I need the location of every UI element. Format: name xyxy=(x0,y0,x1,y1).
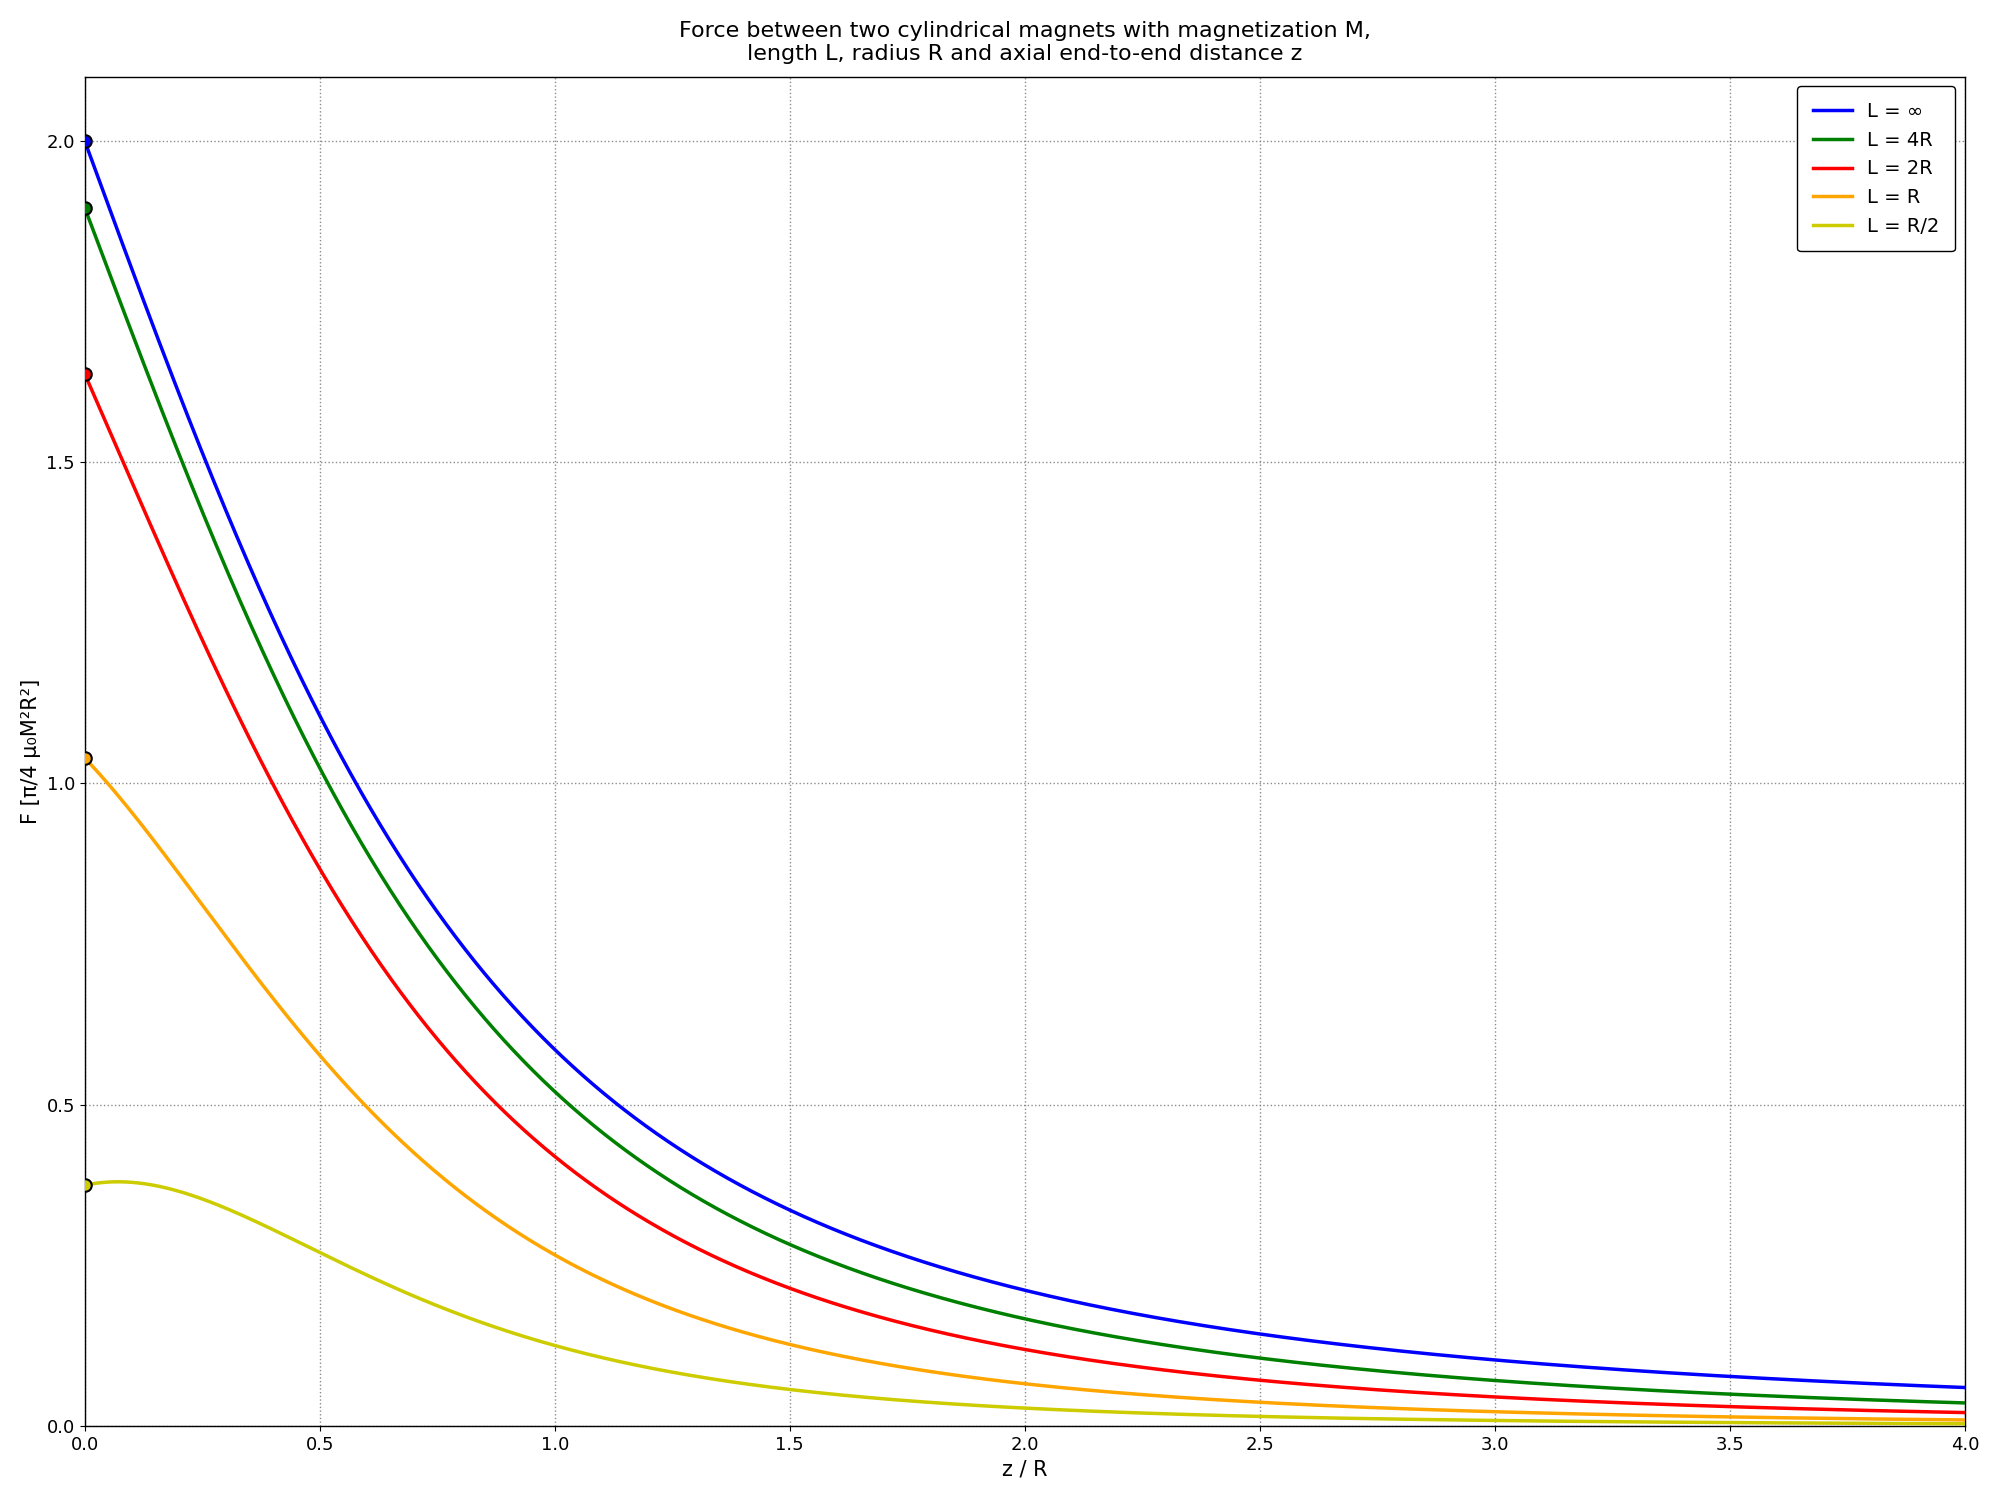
L = R/2 xyxy=(1296,1408,1320,1426)
L = 4R xyxy=(72,200,96,217)
Title: Force between two cylindrical magnets with magnetization M,
length L, radius R a: Force between two cylindrical magnets wi… xyxy=(678,21,1370,64)
L = R/2 xyxy=(1200,1406,1224,1423)
L = R/2 xyxy=(1618,1413,1642,1431)
L = 4R xyxy=(1952,1394,1976,1411)
L = R xyxy=(1200,1390,1224,1408)
L = R xyxy=(1618,1406,1642,1423)
L = 2R xyxy=(72,364,96,382)
L = ∞ xyxy=(1476,1350,1500,1368)
L = 2R xyxy=(1296,1376,1320,1394)
L = R xyxy=(1296,1395,1320,1413)
L = ∞ xyxy=(72,132,96,150)
L = ∞ xyxy=(1296,1332,1320,1350)
L = R/2 xyxy=(72,1176,96,1194)
L = 4R xyxy=(414,934,438,952)
L = 4R xyxy=(1618,1380,1642,1398)
Line: L = 4R: L = 4R xyxy=(84,209,1964,1402)
L = 4R xyxy=(1296,1354,1320,1372)
L = ∞ xyxy=(792,1208,816,1225)
L = 2R xyxy=(1952,1404,1976,1422)
L = ∞ xyxy=(1618,1362,1642,1380)
L = 2R xyxy=(792,1284,816,1302)
L = 4R xyxy=(1476,1371,1500,1389)
Line: L = R: L = R xyxy=(84,758,1964,1420)
Line: L = R/2: L = R/2 xyxy=(84,1182,1964,1424)
X-axis label: z / R: z / R xyxy=(1002,1460,1048,1479)
L = 4R xyxy=(1200,1342,1224,1360)
L = R/2 xyxy=(1476,1412,1500,1430)
L = ∞ xyxy=(1952,1378,1976,1396)
L = R xyxy=(414,1155,438,1173)
Line: L = ∞: L = ∞ xyxy=(84,141,1964,1388)
L = R xyxy=(1476,1402,1500,1420)
L = R/2 xyxy=(106,1173,130,1191)
Y-axis label: F [π/4 μ₀M²R²]: F [π/4 μ₀M²R²] xyxy=(20,678,40,824)
L = R xyxy=(792,1338,816,1356)
L = 4R xyxy=(792,1240,816,1258)
L = 2R xyxy=(414,1017,438,1035)
L = R xyxy=(72,748,96,766)
L = ∞ xyxy=(414,886,438,904)
L = R/2 xyxy=(792,1382,816,1400)
Line: L = 2R: L = 2R xyxy=(84,374,1964,1413)
L = 2R xyxy=(1476,1388,1500,1406)
L = 2R xyxy=(1618,1394,1642,1411)
L = R/2 xyxy=(1952,1414,1976,1432)
Legend: L = ∞, L = 4R, L = 2R, L = R, L = R/2: L = ∞, L = 4R, L = 2R, L = R, L = R/2 xyxy=(1798,87,1956,252)
L = 2R xyxy=(1200,1366,1224,1384)
L = ∞ xyxy=(1200,1318,1224,1336)
L = R xyxy=(1952,1412,1976,1430)
L = R/2 xyxy=(414,1293,438,1311)
